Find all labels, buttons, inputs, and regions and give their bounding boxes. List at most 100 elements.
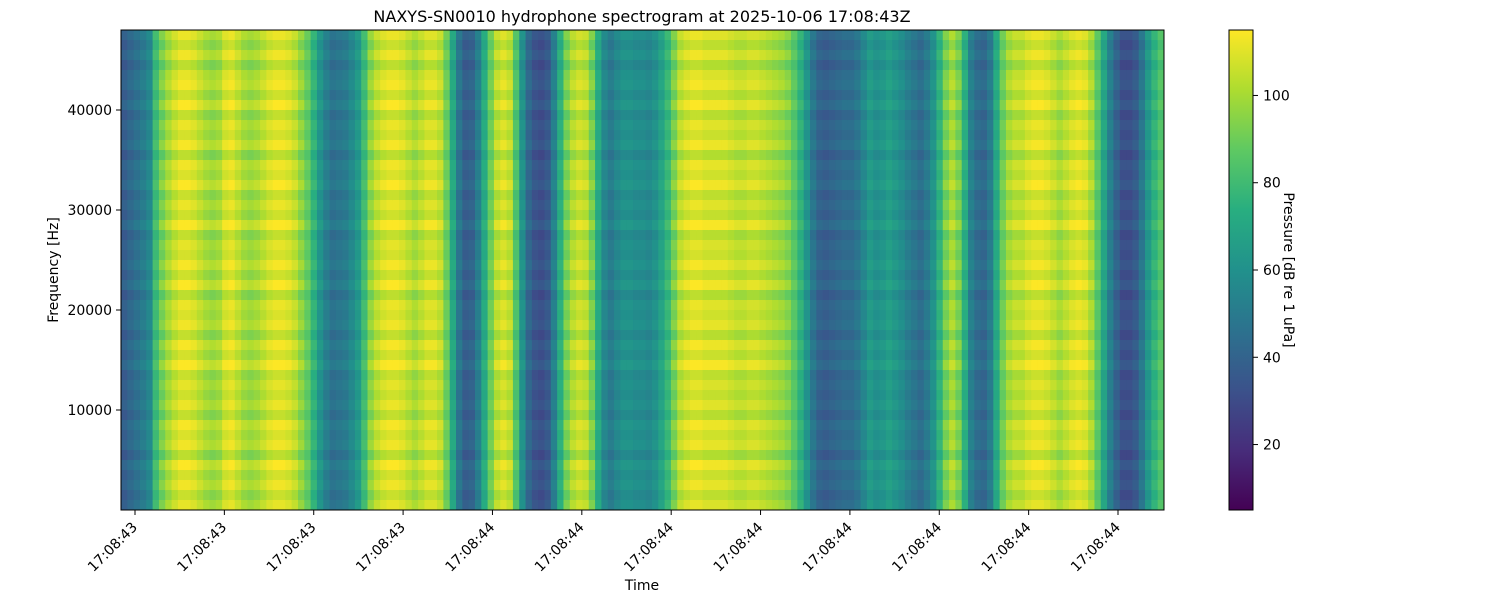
heatmap-cell (133, 90, 141, 101)
heatmap-cell (670, 260, 678, 271)
heatmap-cell (557, 370, 565, 381)
heatmap-cell (601, 110, 609, 121)
heatmap-cell (519, 500, 527, 510)
heatmap-cell (437, 200, 444, 211)
heatmap-cell (645, 420, 653, 431)
heatmap-cell (645, 270, 653, 281)
heatmap-cell (253, 420, 261, 431)
heatmap-cell (171, 320, 179, 331)
heatmap-cell (342, 370, 350, 381)
heatmap-cell (146, 490, 154, 501)
heatmap-cell (443, 140, 451, 151)
heatmap-cell (569, 150, 577, 161)
heatmap-cell (614, 120, 621, 131)
heatmap-cell (538, 380, 546, 391)
heatmap-cell (418, 350, 426, 361)
heatmap-cell (418, 250, 426, 261)
heatmap-cell (772, 140, 779, 151)
heatmap-cell (601, 40, 609, 51)
heatmap-cell (639, 280, 647, 291)
heatmap-cell (538, 220, 546, 231)
heatmap-cell (222, 430, 230, 441)
heatmap-cell (209, 270, 217, 281)
heatmap-cell (272, 230, 280, 241)
heatmap-cell (651, 110, 659, 121)
heatmap-cell (392, 30, 400, 41)
heatmap-cell (348, 150, 356, 161)
heatmap-cell (658, 160, 666, 171)
heatmap-cell (569, 130, 577, 141)
heatmap-cell (380, 60, 388, 71)
heatmap-cell (569, 490, 577, 501)
heatmap-cell (196, 30, 204, 41)
heatmap-cell (411, 260, 419, 271)
heatmap-cell (721, 160, 729, 171)
heatmap-cell (367, 40, 375, 51)
heatmap-cell (411, 180, 419, 191)
heatmap-cell (285, 90, 293, 101)
heatmap-cell (474, 40, 482, 51)
heatmap-cell (569, 30, 577, 41)
heatmap-cell (633, 220, 640, 231)
heatmap-cell (493, 310, 501, 321)
heatmap-cell (418, 50, 426, 61)
heatmap-cell (456, 40, 463, 51)
heatmap-cell (481, 110, 489, 121)
heatmap-cell (727, 330, 735, 341)
heatmap-cell (177, 480, 185, 491)
heatmap-cell (399, 140, 407, 151)
heatmap-cell (418, 320, 426, 331)
heatmap-cell (550, 60, 558, 71)
heatmap-cell (285, 450, 293, 461)
heatmap-cell (468, 470, 476, 481)
heatmap-cell (310, 200, 318, 211)
heatmap-cell (462, 420, 470, 431)
heatmap-cell (683, 60, 691, 71)
heatmap-cell (222, 120, 230, 131)
heatmap-cell (392, 500, 400, 510)
heatmap-cell (222, 160, 230, 171)
heatmap-cell (620, 420, 628, 431)
heatmap-cell (620, 230, 628, 241)
heatmap-cell (215, 50, 223, 61)
heatmap-cell (411, 240, 419, 251)
heatmap-cell (588, 180, 596, 191)
heatmap-cell (348, 140, 356, 151)
heatmap-cell (228, 280, 236, 291)
heatmap-cell (538, 130, 546, 141)
heatmap-cell (493, 320, 501, 331)
heatmap-cell (437, 450, 444, 461)
heatmap-cell (702, 200, 710, 211)
heatmap-cell (500, 220, 508, 231)
heatmap-cell (456, 370, 463, 381)
heatmap-cell (595, 160, 603, 171)
heatmap-cell (146, 140, 154, 151)
heatmap-cell (576, 450, 584, 461)
heatmap-cell (550, 480, 558, 491)
heatmap-cell (177, 50, 185, 61)
heatmap-cell (544, 70, 552, 81)
heatmap-cell (614, 130, 621, 141)
heatmap-cell (304, 480, 312, 491)
heatmap-cell (721, 430, 729, 441)
heatmap-cell (456, 390, 463, 401)
heatmap-cell (614, 460, 621, 471)
heatmap-cell (493, 350, 501, 361)
heatmap-cell (133, 300, 141, 311)
heatmap-cell (418, 170, 426, 181)
heatmap-cell (424, 100, 432, 111)
heatmap-cell (177, 470, 185, 481)
heatmap-cell (721, 290, 729, 301)
heatmap-cell (411, 340, 419, 351)
heatmap-cell (316, 240, 324, 251)
heatmap-cell (601, 130, 609, 141)
heatmap-cell (158, 340, 166, 351)
heatmap-cell (582, 90, 590, 101)
heatmap-cell (670, 60, 678, 71)
heatmap-cell (670, 240, 678, 251)
heatmap-cell (430, 360, 438, 371)
heatmap-cell (462, 110, 470, 121)
heatmap-cell (424, 110, 432, 121)
heatmap-cell (727, 150, 735, 161)
heatmap-cell (424, 400, 432, 411)
